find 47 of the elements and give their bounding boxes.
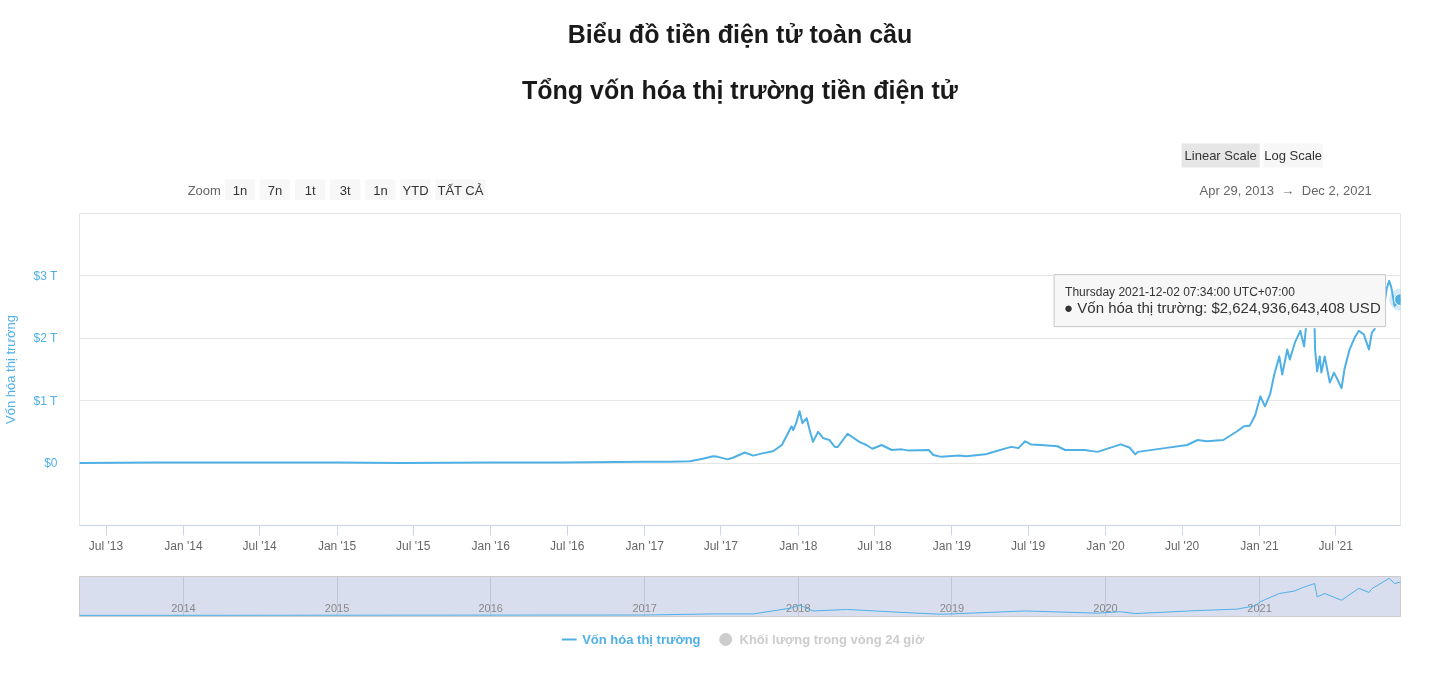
x-tick-label: Jul '13 [88,538,124,553]
x-tick-label: Jan '14 [164,538,203,553]
x-tick-label: Jul '16 [550,538,585,553]
text: Zoom [187,183,221,198]
text: 1n [373,183,388,198]
annotation: Thursday 2021-12-02 07:34:00 UTC+07:00 [1065,284,1296,299]
x-tick-label: 2015 [324,601,350,614]
text: Log Scale [1264,148,1323,163]
x-tick-label: 2014 [171,601,196,614]
text: → [1281,183,1295,198]
x-tick-label: Jul '17 [703,538,739,553]
text: 3t [339,183,352,198]
chart-subtitle: Tổng vốn hóa thị trường tiền điện tử [522,75,959,104]
x-tick-label: 2016 [478,601,503,614]
x-tick-label: 2021 [1247,601,1272,614]
x-tick-label: Jan '15 [317,538,357,553]
text: 7n [267,183,283,198]
legend-label: Vốn hóa thị trường [582,632,701,647]
y-tick-label: $2 T [33,331,58,346]
x-tick-label: Jul '18 [857,538,892,553]
text: YTD [402,183,429,198]
text: Dec 2, 2021 [1301,183,1372,198]
y-tick-label: $3 T [33,268,58,283]
x-tick-label: 2019 [939,601,965,614]
x-tick-label: Jan '21 [1240,538,1280,553]
x-tick-label: Jan '16 [471,538,511,553]
x-tick-label: Jul '19 [1010,538,1046,553]
y-tick-label: $1 T [33,393,58,408]
x-tick-label: 2017 [632,601,657,614]
x-tick-label: Jul '14 [242,538,278,553]
text: 1n [232,183,248,198]
x-tick-label: 2020 [1093,601,1118,614]
text: TẤT CẢ [437,183,484,198]
y-tick-label: $0 [44,456,58,471]
x-tick-label: Jan '19 [932,538,972,553]
x-tick-label: Jan '18 [779,538,818,553]
x-tick-label: Jul '15 [396,538,431,553]
x-tick-label: Jan '17 [625,538,665,553]
x-tick-label: Jul '21 [1318,538,1354,553]
text: Apr 29, 2013 [1199,183,1274,198]
text: Linear Scale [1184,148,1257,163]
x-tick-label: Jul '20 [1164,538,1200,553]
text: 1t [304,183,316,198]
annotation: ● Vốn hóa thị trường: $2,624,936,643,408 USD [1064,299,1381,317]
chart-title: Biểu đồ tiền điện tử toàn cầu [567,19,913,48]
y-axis-title: Vốn hóa thị trường [3,314,19,425]
x-tick-label: Jan '20 [1086,538,1125,553]
